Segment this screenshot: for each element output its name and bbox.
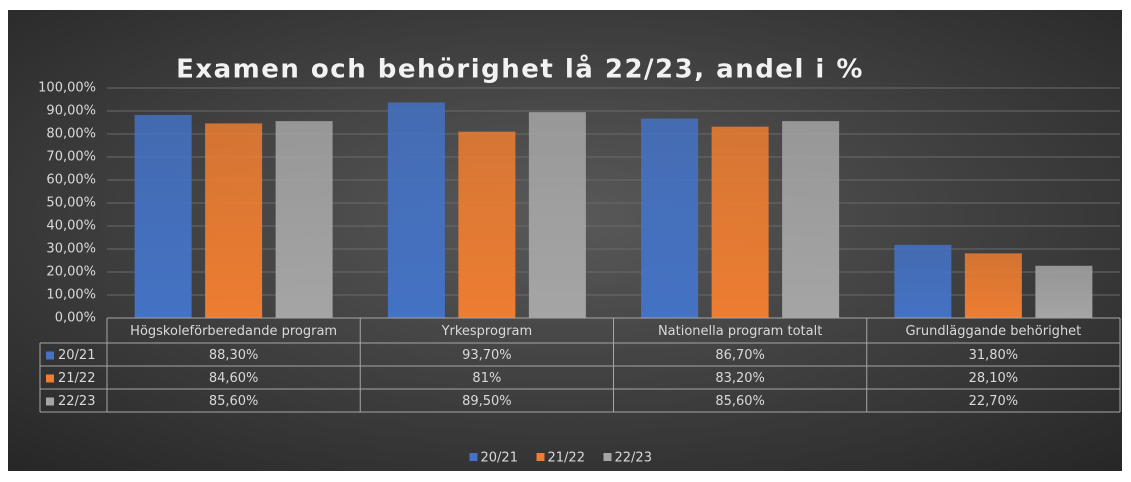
y-tick-label: 0,00% (55, 311, 96, 326)
table-value: 81% (472, 371, 501, 386)
legend-label: 21/22 (548, 451, 585, 466)
table-value: 28,10% (969, 371, 1019, 386)
table-row-label: 21/22 (58, 371, 95, 386)
bar (205, 123, 263, 318)
legend-key (603, 453, 612, 461)
y-tick-label: 60,00% (46, 173, 96, 188)
bar (964, 253, 1022, 318)
y-tick-label: 100,00% (38, 81, 96, 96)
legend-label: 22/23 (615, 451, 652, 466)
y-tick-label: 10,00% (46, 288, 96, 303)
bar (528, 112, 586, 319)
legend-key (536, 453, 545, 461)
legend-label: 20/21 (481, 451, 518, 466)
table-value: 86,70% (715, 348, 765, 363)
table-value: 85,60% (715, 394, 765, 409)
y-tick-label: 90,00% (46, 104, 96, 119)
y-tick-label: 50,00% (46, 196, 96, 211)
table-legend-key (46, 351, 54, 360)
bar (458, 131, 516, 318)
bar (275, 121, 333, 319)
bar (134, 114, 192, 318)
y-tick-label: 70,00% (46, 150, 96, 165)
chart-title: Examen och behörighet lå 22/23, andel i … (176, 53, 864, 85)
table-legend-key (46, 374, 54, 383)
table-value: 31,80% (969, 348, 1019, 363)
table-value: 88,30% (209, 348, 259, 363)
bar (641, 118, 699, 318)
y-tick-label: 80,00% (46, 127, 96, 142)
table-row-label: 20/21 (58, 348, 95, 363)
table-value: 84,60% (209, 371, 259, 386)
table-value: 85,60% (209, 394, 259, 409)
table-value: 93,70% (462, 348, 512, 363)
y-tick-label: 20,00% (46, 265, 96, 280)
x-tick-label: Yrkesprogram (441, 324, 533, 339)
bar (894, 244, 952, 318)
table-value: 22,70% (969, 394, 1019, 409)
y-tick-label: 30,00% (46, 242, 96, 257)
bar (387, 102, 445, 319)
y-tick-label: 40,00% (46, 219, 96, 234)
table-value: 89,50% (462, 394, 512, 409)
x-tick-label: Grundläggande behörighet (905, 324, 1081, 339)
table-row-label: 22/23 (58, 394, 95, 409)
table-legend-key (46, 397, 54, 406)
legend-key (469, 453, 478, 461)
bar (1035, 265, 1093, 318)
table-value: 83,20% (715, 371, 765, 386)
x-tick-label: Nationella program totalt (658, 324, 822, 339)
bar (711, 126, 769, 318)
x-tick-label: Högskoleförberedande program (130, 324, 337, 339)
bar (782, 121, 840, 319)
